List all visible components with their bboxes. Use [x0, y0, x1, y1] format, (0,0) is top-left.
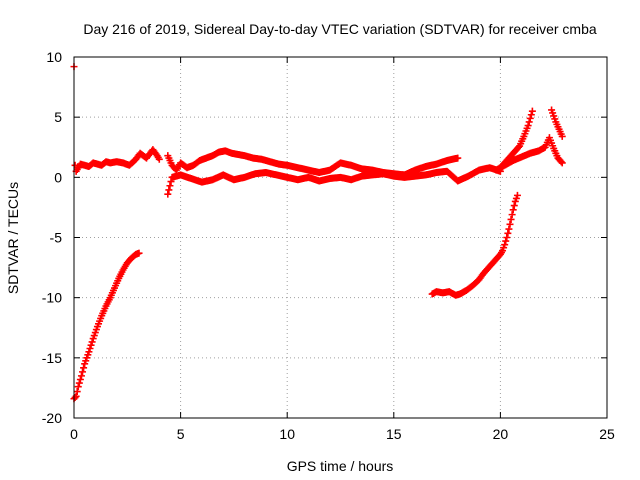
- series-segment-late-rise: [496, 107, 536, 172]
- x-tick-label: 20: [493, 426, 509, 442]
- data-point: [79, 368, 87, 376]
- data-point: [503, 234, 511, 241]
- data-point: [507, 215, 515, 223]
- data-point: [509, 206, 517, 214]
- x-tick-label: 10: [279, 426, 295, 442]
- data-point: [502, 237, 510, 245]
- data-point: [506, 220, 514, 228]
- data-point: [513, 191, 521, 199]
- chart-title: Day 216 of 2019, Sidereal Day-to-day VTE…: [83, 21, 596, 37]
- data-point: [505, 225, 513, 233]
- data-point: [75, 379, 83, 387]
- series-segment-late-cluster: [492, 134, 566, 174]
- data-point: [86, 345, 94, 353]
- data-point: [88, 338, 96, 346]
- data-point: [527, 111, 535, 119]
- y-tick-label: -10: [42, 290, 62, 306]
- data-point: [135, 249, 143, 257]
- data-point: [73, 388, 81, 396]
- x-tick-label: 25: [599, 426, 615, 442]
- data-point: [454, 154, 462, 162]
- data-point: [515, 143, 523, 151]
- y-tick-label: -15: [42, 350, 62, 366]
- data-point: [166, 182, 174, 190]
- x-tick-label: 15: [386, 426, 402, 442]
- axis-ticks: 0 5 10 15 20 25 -20 -15 -10 -5 0 5 10: [42, 49, 615, 442]
- data-point: [558, 159, 566, 167]
- y-tick-label: 5: [54, 109, 62, 125]
- series-segment-late-negative: [428, 191, 521, 299]
- x-tick-label: 0: [70, 426, 78, 442]
- data-point: [165, 186, 173, 194]
- data-point: [155, 155, 163, 163]
- data-point: [528, 107, 536, 115]
- data-point: [526, 114, 534, 122]
- x-tick-label: 5: [177, 426, 185, 442]
- y-tick-label: 0: [54, 169, 62, 185]
- plot-border: [73, 56, 608, 419]
- data-series: [70, 63, 566, 403]
- data-point: [525, 118, 533, 126]
- y-tick-label: -5: [50, 230, 63, 246]
- data-point: [76, 375, 84, 383]
- data-point: [74, 383, 82, 391]
- series-segment-early-cluster: [70, 63, 163, 175]
- series-segment-final-spike: [548, 106, 566, 140]
- data-point: [167, 178, 175, 186]
- y-tick-label: 10: [46, 49, 62, 65]
- data-point: [85, 348, 93, 356]
- x-axis-label: GPS time / hours: [287, 458, 394, 474]
- grid: [74, 57, 607, 418]
- data-point: [557, 158, 565, 166]
- data-point: [510, 202, 518, 210]
- data-point: [77, 372, 85, 380]
- data-point: [87, 341, 95, 349]
- series-segment-steep-rise: [70, 249, 143, 403]
- y-axis-label: SDTVAR / TECUs: [5, 182, 21, 294]
- data-point: [164, 190, 172, 198]
- data-point: [508, 211, 516, 219]
- data-point: [504, 229, 512, 237]
- data-point: [558, 132, 566, 140]
- data-point: [501, 241, 509, 249]
- data-point: [80, 364, 88, 372]
- y-tick-label: -20: [42, 410, 62, 426]
- data-point: [524, 122, 532, 130]
- data-point: [71, 394, 79, 402]
